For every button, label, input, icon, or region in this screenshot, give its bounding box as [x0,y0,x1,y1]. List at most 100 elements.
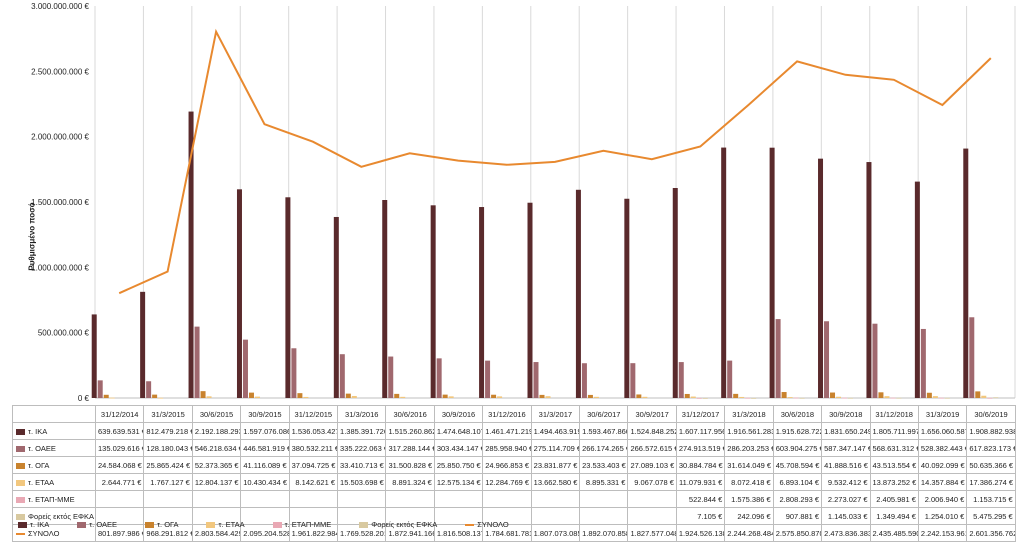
table-cell: 41.116.089 € [240,456,290,474]
x-tick-label: 30/9/2018 [821,405,871,423]
legend-label: τ. ΕΤΑΠ-ΜΜΕ [284,520,332,529]
x-tick-label: 30/6/2017 [579,405,629,423]
legend-swatch [18,522,27,529]
table-cell: 14.357.884 € [917,473,968,491]
table-cell: 24.584.068 € [94,456,145,474]
bar-τ. ΙΚΑ [140,291,146,398]
table-cell: 587.347.147 € [821,439,871,457]
bar-τ. ΟΓΑ [103,394,109,398]
bar-τ. ΙΚΑ [333,216,339,398]
data-table: 31/12/2014 31/3/2015 30/6/2015 30/9/2015 31/… [12,405,1016,542]
table-cell: 50.635.366 € [966,456,1016,474]
table-cell [482,490,532,508]
bar-τ. ΟΑΕΕ [339,354,345,398]
legend-swatch [272,522,282,529]
table-cell: 1.593.467.860 [579,422,629,440]
bar-τ. ΕΤΑΑ [497,396,503,398]
table-cell [288,490,339,508]
x-tick-label: 30/6/2018 [772,405,823,423]
table-cell: 2.803.584.429 [191,524,242,542]
x-tick-label: 31/3/2018 [724,405,774,423]
bar-τ. ΟΓΑ [975,391,981,398]
x-tick-label: 31/3/2019 [917,405,968,423]
bar-τ. ΙΚΑ [866,162,872,398]
legend-swatch [465,524,475,527]
y-tick-label: 1.000.000.000 € [31,263,89,272]
table-cell [627,490,677,508]
bar-τ. ΕΤΑΠ-ΜΜΕ [745,397,751,399]
table-cell: 2.242.153.961 [917,524,968,542]
bar-τ. ΕΤΑΑ [593,396,599,398]
bar-τ. ΟΑΕΕ [775,319,781,398]
legend-swatch [16,462,25,469]
table-cell: 1.656.060.587 [917,422,968,440]
bar-τ. ΕΤΑΠ-ΜΜΕ [696,397,702,399]
bar-τ. ΟΓΑ [781,392,787,398]
table-cell: 1.961.822.984 [288,524,339,542]
table-cell: 31.500.828 € [385,456,435,474]
table-cell: 23.831.877 € [530,456,581,474]
table-cell: 25.865.424 € [143,456,193,474]
x-tick-label: 30/6/2019 [966,405,1016,423]
table-corner [12,405,96,423]
series-name: τ. ΕΤΑΑ [28,477,55,487]
y-tick-label: 3.000.000.000 € [31,2,89,11]
table-cell: 801.897.986 € [94,524,145,542]
table-cell: 40.092.099 € [917,456,968,474]
bar-τ. ΕΤΑΑ [739,396,745,398]
table-cell: 11.079.931 € [675,473,726,491]
bar-τ. ΟΑΕΕ [291,348,297,398]
bar-Φορείς εκτός ΕΦΚΑ [702,397,708,399]
bar-τ. ΕΤΑΑ [254,396,260,398]
legend-item: τ. ΙΚΑ [18,520,49,529]
table-cell: 12.284.769 € [482,473,532,491]
table-cell: 9.532.412 € [821,473,871,491]
table-cell: 1.597.076.086 [240,422,290,440]
table-cell: 8.142.621 € [288,473,339,491]
bar-τ. ΕΤΑΑ [351,395,357,398]
bar-τ. ΟΓΑ [587,394,593,398]
series-name: ΣΥΝΟΛΟ [28,528,60,538]
table-cell [337,490,387,508]
x-tick-label: 30/6/2016 [385,405,435,423]
y-tick-label: 2.500.000.000 € [31,67,89,76]
table-cell: 9.067.078 € [627,473,677,491]
table-row: τ. ΕΤΑΠ-ΜΜΕ 522.844 €1.575.386 €2.808.293… [12,490,1016,508]
table-cell: 23.533.403 € [579,456,629,474]
table-cell: 2.006.940 € [917,490,968,508]
x-tick-label: 30/6/2015 [191,405,242,423]
table-cell: 7.105 € [675,507,726,525]
bar-τ. ΕΤΑΑ [303,396,309,398]
bar-τ. ΙΚΑ [624,198,630,398]
series-name: Φορείς εκτός ΕΦΚΑ [28,511,95,521]
table-row: τ. ΟΓΑ 24.584.068 €25.865.424 €52.373.365… [12,456,1016,474]
bar-τ. ΕΤΑΠ-ΜΜΕ [890,397,896,399]
table-cell: 2.644.771 € [94,473,145,491]
table-cell: 1.915.628.722 [772,422,823,440]
table-cell [579,507,629,525]
table-cell: 17.386.274 € [966,473,1016,491]
legend-swatch [77,522,87,529]
table-cell [530,490,581,508]
bar-Φορείς εκτός ΕΦΚΑ [944,397,950,399]
table-cell: 1.769.528.201 [337,524,387,542]
table-row: τ. ΟΑΕΕ 135.029.616 €128.180.043 €546.218… [12,439,1016,457]
bar-τ. ΕΤΑΑ [690,396,696,398]
table-cell: 286.203.253 € [724,439,774,457]
bar-τ. ΟΑΕΕ [969,317,975,398]
bar-τ. ΟΓΑ [539,394,545,398]
series-line-total [118,28,992,295]
table-cell [143,490,193,508]
legend-label: Φορείς εκτός ΕΦΚΑ [371,520,438,529]
table-cell: 15.503.698 € [337,473,387,491]
legend-item: τ. ΟΓΑ [145,520,178,529]
table-cell: 617.823.173 € [966,439,1016,457]
series-name: τ. ΕΤΑΠ-ΜΜΕ [28,494,75,504]
table-cell: 1.515.260.862 [385,422,435,440]
legend-swatch [16,479,25,486]
bar-τ. ΙΚΑ [430,205,436,398]
table-cell: 522.844 € [675,490,726,508]
x-tick-label: 31/12/2016 [482,405,532,423]
bar-τ. ΙΚΑ [236,189,242,398]
bar-τ. ΕΤΑΠ-ΜΜΕ [938,397,944,399]
